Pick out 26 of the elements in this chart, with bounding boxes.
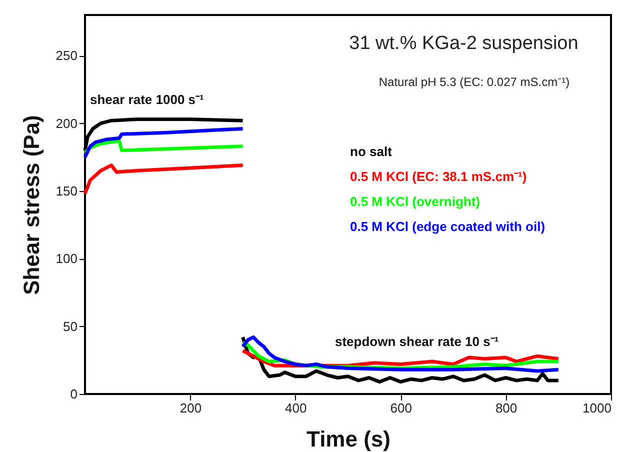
x-tick-label: 600 [390, 400, 412, 416]
y-tick-label: 50 [63, 318, 78, 334]
text: 0.5 M KCl (overnight) [350, 194, 480, 209]
x-tick-label: 1000 [582, 400, 612, 416]
annotation: stepdown shear rate 10 s⁻¹ [335, 334, 499, 349]
y-axis-title: Shear stress (Pa) [18, 115, 44, 295]
text: 0.5 M KCl (edge coated with oil) [350, 219, 546, 234]
y-tick-label: 250 [56, 48, 78, 64]
line-series [83, 139, 245, 155]
x-tick-label: 200 [180, 400, 202, 416]
x-tick-label: 400 [285, 400, 307, 416]
line-series [83, 163, 245, 196]
text: Natural pH 5.3 (EC: 0.027 mS.cm⁻¹) [378, 75, 570, 89]
line-series [241, 335, 560, 384]
y-tick-label: 0 [70, 386, 78, 402]
text: 31 wt.% KGa-2 suspension [349, 33, 578, 54]
y-tick-label: 150 [56, 183, 78, 198]
text: no salt [350, 144, 393, 159]
x-axis-title: Time (s) [306, 426, 390, 452]
y-tick-label: 100 [56, 251, 78, 266]
y-tick-label: 200 [56, 116, 78, 131]
line-series [241, 335, 560, 373]
line-series [83, 126, 245, 159]
text: 0.5 M KCl (EC: 38.1 mS.cm⁻¹) [350, 169, 527, 184]
annotation: shear rate 1000 s⁻¹ [90, 92, 204, 107]
x-tick-label: 800 [495, 400, 518, 416]
